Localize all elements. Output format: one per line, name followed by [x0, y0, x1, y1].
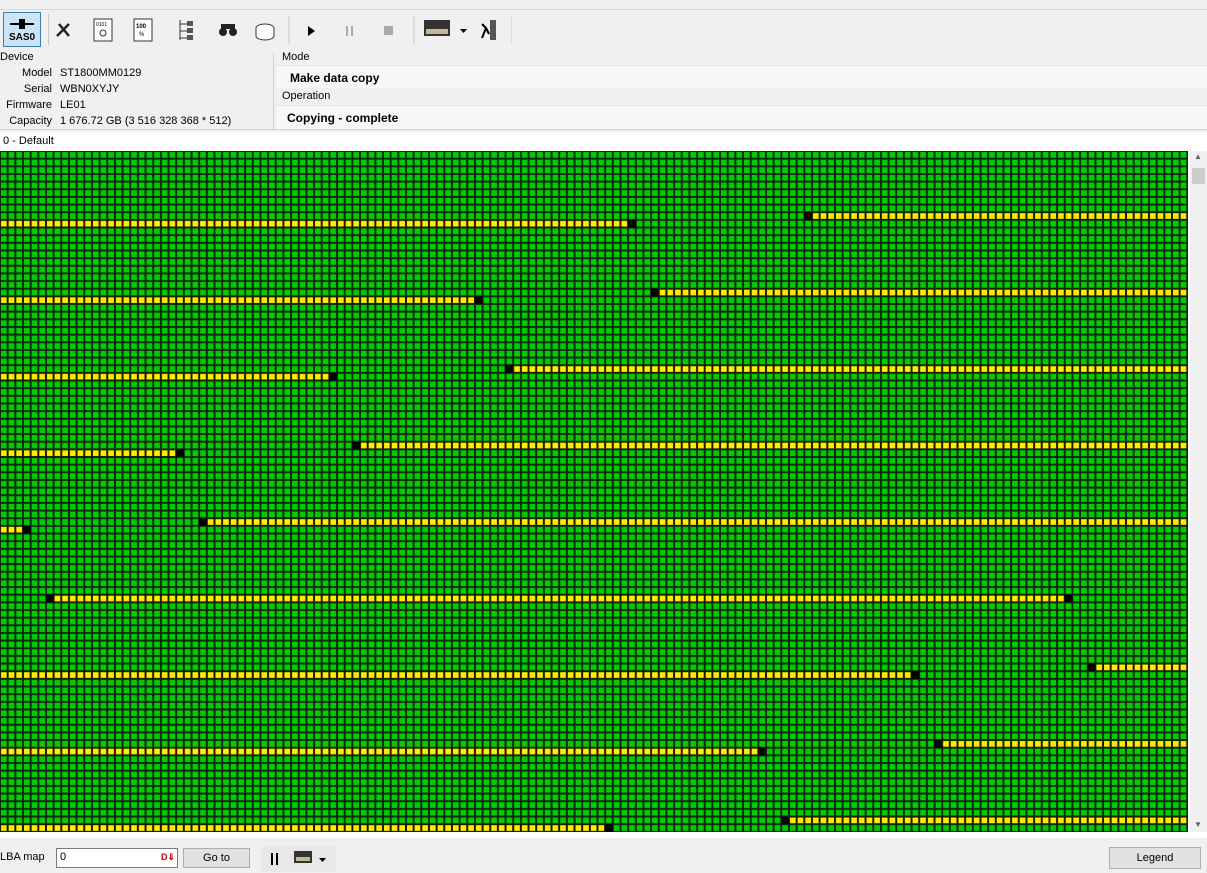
device-button[interactable]: SAS0 — [3, 12, 41, 47]
lba-icon[interactable]: D⇓ — [161, 852, 176, 862]
black-block — [176, 449, 184, 457]
svg-text:%: % — [139, 32, 145, 38]
black-block — [329, 372, 338, 381]
black-block — [352, 441, 361, 450]
black-block — [804, 212, 812, 220]
separator — [48, 14, 49, 45]
svg-text:100: 100 — [136, 24, 147, 30]
black-block — [1064, 594, 1073, 603]
yellow-blocks — [1095, 663, 1188, 672]
svg-text:0101: 0101 — [96, 22, 107, 28]
field-value: 1 676.72 GB (3 516 328 368 * 512) — [60, 115, 232, 127]
device-button-label: SAS0 — [8, 32, 36, 43]
mode-box: Make data copy — [276, 65, 1207, 88]
goto-button[interactable]: Go to — [183, 848, 250, 868]
map-area: 0 - Default ▲ ▼ — [0, 132, 1207, 838]
map-view-button[interactable] — [294, 851, 326, 863]
map-view-icon[interactable] — [424, 20, 467, 36]
yellow-blocks — [0, 671, 912, 679]
bios-icon[interactable]: 0101 — [93, 18, 113, 42]
field-label: Serial — [23, 83, 52, 95]
scroll-up[interactable]: ▲ — [1194, 152, 1202, 161]
yellow-blocks — [53, 594, 1065, 603]
black-block — [1087, 663, 1096, 672]
field-value: ST1800MM0129 — [60, 67, 142, 79]
scroll-thumb[interactable] — [1192, 168, 1205, 184]
percent-icon[interactable]: 100% — [133, 18, 153, 42]
lba-value: 0 — [60, 851, 67, 863]
field-label: Model — [22, 67, 52, 79]
pause-map-button[interactable] — [271, 853, 278, 865]
field-value: LE01 — [60, 99, 86, 111]
disk-icon[interactable] — [255, 23, 275, 41]
block-map — [0, 151, 1188, 832]
yellow-blocks — [0, 296, 475, 304]
black-block — [199, 518, 207, 526]
black-block — [22, 525, 31, 534]
mode-value: Make data copy — [290, 71, 380, 85]
scroll-down[interactable]: ▼ — [1194, 820, 1202, 829]
yellow-blocks — [0, 747, 759, 756]
black-block — [758, 747, 766, 756]
yellow-blocks — [206, 518, 1188, 526]
field-label: Firmware — [6, 99, 52, 111]
footer: LBA map 0 D⇓ Go to Legend — [0, 838, 1207, 873]
operation-title: Operation — [282, 90, 331, 102]
stop-button[interactable] — [384, 26, 393, 35]
yellow-blocks — [811, 212, 1188, 220]
black-block — [474, 296, 483, 304]
search-icon[interactable] — [219, 24, 237, 36]
black-block — [45, 594, 54, 603]
yellow-blocks — [0, 525, 23, 534]
yellow-blocks — [0, 219, 629, 228]
scrollbar[interactable]: ▲ ▼ — [1190, 151, 1207, 832]
black-block — [781, 816, 789, 825]
tools-icon[interactable] — [56, 23, 70, 37]
legend-button[interactable]: Legend — [1109, 847, 1201, 869]
field-label: Capacity — [9, 115, 52, 127]
toolbar-icons: 0101 100% — [56, 16, 512, 44]
field-value: WBN0XYJY — [60, 83, 120, 95]
lba-label: LBA map — [0, 851, 45, 863]
black-block — [651, 288, 659, 297]
device-title: Device — [0, 51, 34, 63]
play-button[interactable] — [308, 26, 315, 36]
yellow-blocks — [0, 372, 330, 381]
black-block — [628, 219, 636, 228]
yellow-blocks — [0, 449, 177, 457]
toolbar: SAS0 0101 100% — [0, 9, 1207, 50]
yellow-blocks — [513, 365, 1188, 373]
map-controls — [262, 846, 336, 872]
good-blocks — [0, 151, 1188, 832]
operation-box: Copying - complete — [276, 105, 1207, 129]
yellow-blocks — [658, 288, 1188, 297]
black-block — [605, 824, 613, 832]
yellow-blocks — [788, 816, 1188, 825]
map-tab[interactable]: 0 - Default — [3, 135, 54, 147]
pause-button[interactable] — [346, 26, 353, 36]
exit-icon[interactable] — [481, 20, 496, 40]
device-icon — [10, 19, 34, 29]
yellow-blocks — [360, 441, 1188, 450]
info-panel: Device Mode Make data copy Operation Cop… — [0, 49, 1207, 130]
black-block — [911, 671, 920, 679]
lba-input[interactable]: 0 D⇓ — [56, 848, 178, 868]
tree-icon[interactable] — [179, 20, 193, 40]
operation-value: Copying - complete — [287, 111, 399, 125]
mode-title: Mode — [282, 51, 310, 63]
black-block — [505, 365, 514, 373]
black-block — [934, 740, 943, 748]
yellow-blocks — [942, 740, 1188, 748]
yellow-blocks — [0, 824, 606, 832]
separator — [273, 53, 274, 129]
